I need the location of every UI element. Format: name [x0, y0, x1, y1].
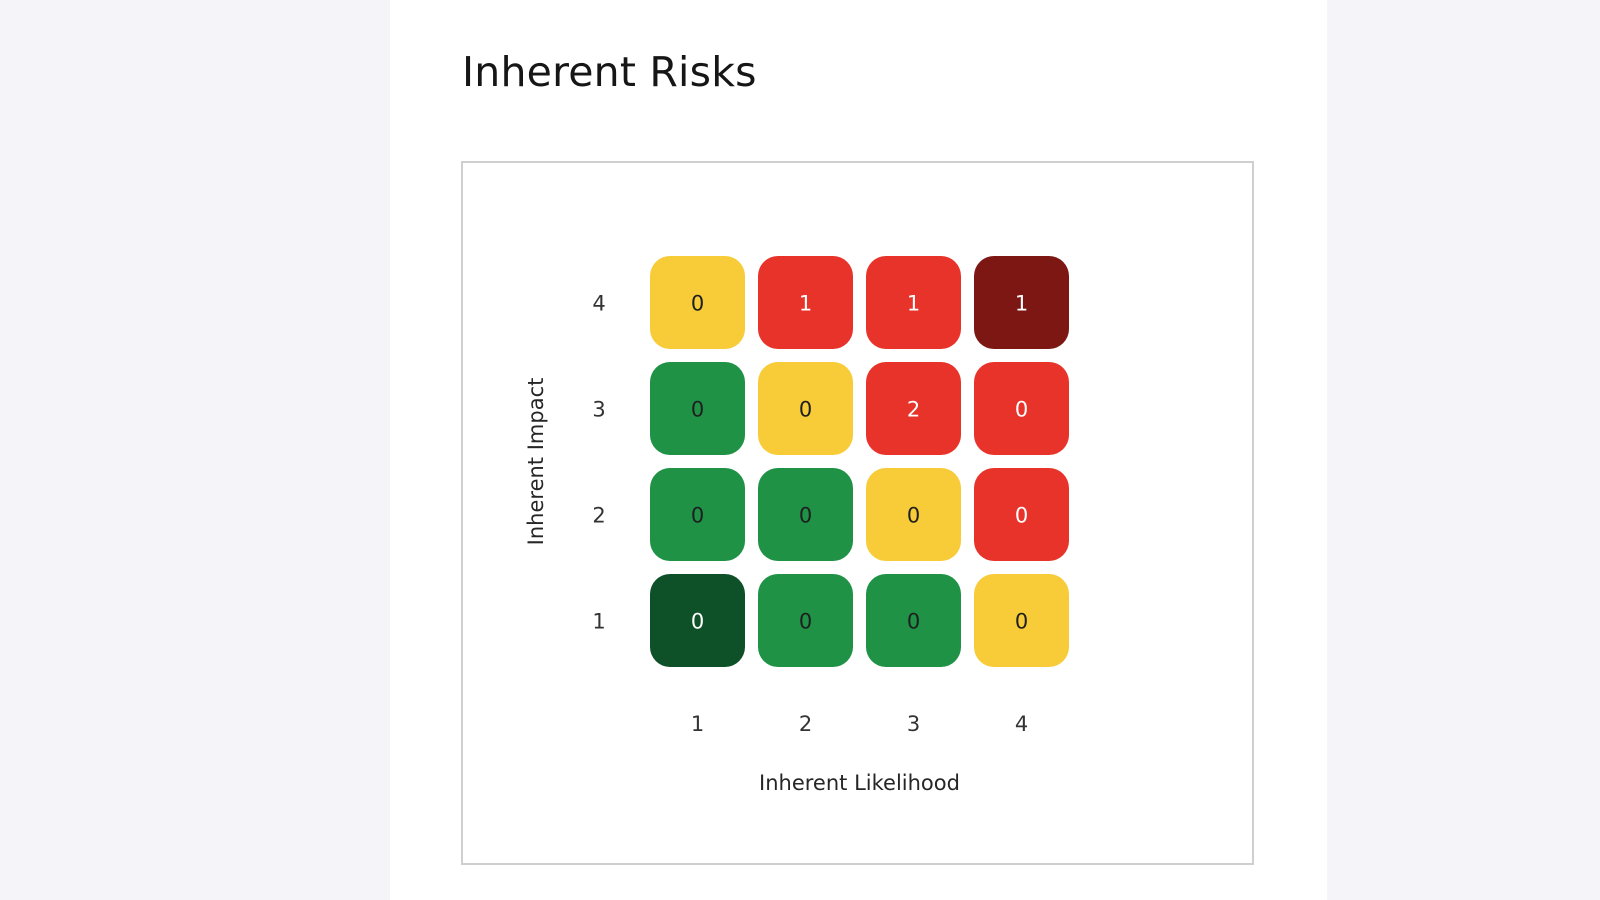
heatmap-cell-value-l4-i4: 1 — [1015, 292, 1028, 316]
heatmap-cell-l1-i3[interactable] — [650, 362, 745, 455]
heatmap-cell-value-l2-i3: 0 — [799, 398, 812, 422]
heatmap-cells: 0 1 1 1 0 0 2 0 0 0 0 0 0 0 0 0 — [650, 256, 1069, 667]
y-tick-label-3: 3 — [592, 398, 605, 422]
heatmap-cell-value-l1-i1: 0 — [691, 610, 704, 634]
heatmap-cell-value-l3-i1: 0 — [907, 610, 920, 634]
heatmap-cell-l1-i2[interactable] — [650, 468, 745, 561]
heatmap-cell-l2-i4[interactable] — [758, 256, 853, 349]
heatmap-cell-value-l1-i2: 0 — [691, 504, 704, 528]
heatmap-cell-l1-i4[interactable] — [650, 256, 745, 349]
y-tick-label-4: 4 — [592, 292, 605, 316]
x-axis-ticks: 1 2 3 4 — [691, 712, 1028, 736]
heatmap-cell-value-l3-i3: 2 — [907, 398, 920, 422]
heatmap-cell-value-l3-i4: 1 — [907, 292, 920, 316]
heatmap-cell-value-l2-i2: 0 — [799, 504, 812, 528]
heatmap-cell-l4-i1[interactable] — [974, 574, 1069, 667]
heatmap-cell-l2-i2[interactable] — [758, 468, 853, 561]
heatmap-cell-l3-i1[interactable] — [866, 574, 961, 667]
x-tick-label-1: 1 — [691, 712, 704, 736]
heatmap-cell-value-l1-i3: 0 — [691, 398, 704, 422]
y-tick-label-2: 2 — [592, 504, 605, 528]
risk-heatmap-chart: 0 1 1 1 0 0 2 0 0 0 0 0 0 0 0 0 1 2 3 4 1 2 3 4 Inherent Like… — [524, 256, 1069, 795]
y-axis-ticks: 1 2 3 4 — [592, 292, 605, 634]
x-tick-label-4: 4 — [1015, 712, 1028, 736]
y-tick-label-1: 1 — [592, 610, 605, 634]
heatmap-cell-value-l2-i4: 1 — [799, 292, 812, 316]
heatmap-cell-l3-i4[interactable] — [866, 256, 961, 349]
heatmap-cell-l1-i1[interactable] — [650, 574, 745, 667]
heatmap-cell-l4-i2[interactable] — [974, 468, 1069, 561]
heatmap-cell-l4-i4[interactable] — [974, 256, 1069, 349]
heatmap-cell-l4-i3[interactable] — [974, 362, 1069, 455]
heatmap-cell-l3-i2[interactable] — [866, 468, 961, 561]
heatmap-cell-value-l4-i2: 0 — [1015, 504, 1028, 528]
heatmap-cell-l2-i1[interactable] — [758, 574, 853, 667]
heatmap-cell-l2-i3[interactable] — [758, 362, 853, 455]
heatmap-cell-value-l4-i3: 0 — [1015, 398, 1028, 422]
x-tick-label-2: 2 — [799, 712, 812, 736]
x-axis-title: Inherent Likelihood — [759, 771, 960, 795]
risk-heatmap-card: 0 1 1 1 0 0 2 0 0 0 0 0 0 0 0 0 1 2 3 4 1 2 3 4 Inherent Like… — [461, 161, 1254, 865]
heatmap-cell-value-l1-i4: 0 — [691, 292, 704, 316]
content-panel: Inherent Risks 0 1 1 1 0 0 2 0 0 0 0 0 0 0 0 0 1 2 3 4 1 2 3… — [390, 0, 1327, 900]
heatmap-cell-l3-i3[interactable] — [866, 362, 961, 455]
page-title: Inherent Risks — [462, 48, 757, 96]
heatmap-cell-value-l2-i1: 0 — [799, 610, 812, 634]
heatmap-cell-value-l3-i2: 0 — [907, 504, 920, 528]
y-axis-title: Inherent Impact — [524, 378, 548, 546]
heatmap-cell-value-l4-i1: 0 — [1015, 610, 1028, 634]
x-tick-label-3: 3 — [907, 712, 920, 736]
